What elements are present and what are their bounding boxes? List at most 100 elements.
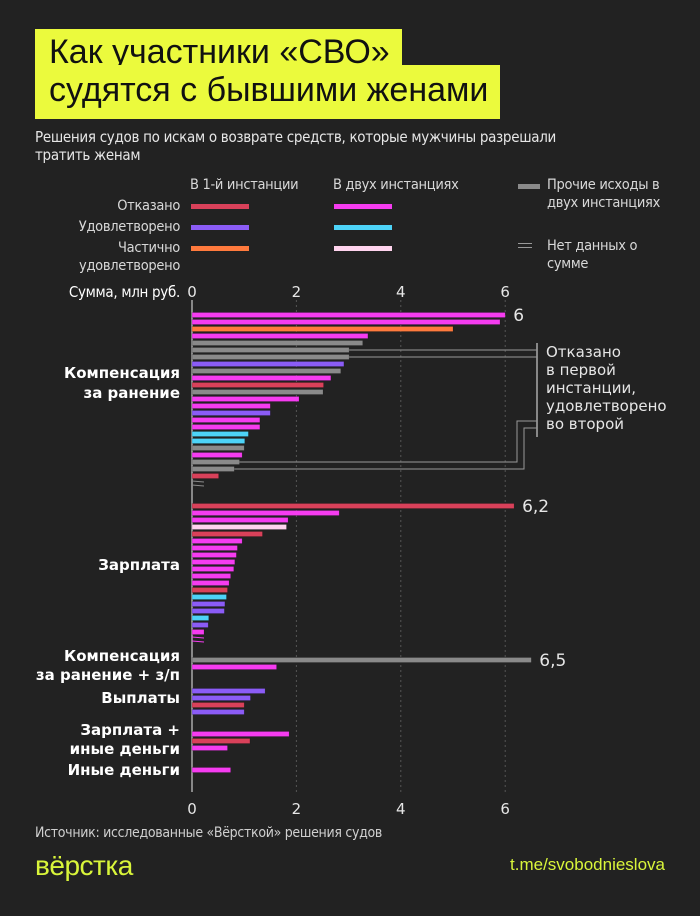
x-axis-label: Сумма, млн руб. bbox=[68, 283, 180, 301]
bar-nodata bbox=[191, 640, 205, 643]
bar bbox=[191, 629, 205, 635]
group-label: Выплаты bbox=[101, 689, 180, 707]
x-tick-bottom: 2 bbox=[292, 800, 302, 818]
legend-col-both: В двух инстанциях bbox=[333, 177, 459, 193]
bar bbox=[191, 459, 240, 465]
bar bbox=[191, 545, 238, 551]
legend-label-granted: Удовлетворено bbox=[78, 219, 181, 235]
legend-swatch-granted-both bbox=[334, 225, 392, 230]
bar bbox=[191, 552, 237, 558]
bar bbox=[191, 312, 506, 318]
x-tick-top: 6 bbox=[500, 283, 510, 301]
bar bbox=[191, 410, 271, 416]
title-line-2: судятся с бывшими женами bbox=[35, 65, 501, 119]
x-tick-top: 2 bbox=[292, 283, 302, 301]
bar bbox=[191, 622, 209, 628]
bar bbox=[191, 510, 340, 516]
bar bbox=[191, 702, 245, 708]
bar bbox=[191, 473, 219, 479]
bar bbox=[191, 417, 261, 423]
bar bbox=[191, 340, 363, 346]
bar bbox=[191, 601, 226, 607]
bar bbox=[191, 524, 287, 530]
bar bbox=[191, 326, 454, 332]
annotation-connector bbox=[234, 427, 537, 470]
bar bbox=[191, 709, 245, 715]
bar bbox=[191, 566, 235, 572]
channel-link[interactable]: t.me/svobodnieslova bbox=[510, 855, 665, 874]
bar bbox=[191, 361, 345, 367]
bar bbox=[191, 466, 235, 472]
legend-swatch-other bbox=[518, 184, 540, 189]
annotation-connector bbox=[239, 420, 537, 463]
bar bbox=[191, 608, 225, 614]
bar bbox=[191, 587, 228, 593]
group-label: Зарплата bbox=[98, 556, 180, 574]
legend-swatch-partial-first bbox=[191, 246, 249, 251]
bar bbox=[191, 580, 230, 586]
x-tick-bottom: 0 bbox=[187, 800, 197, 818]
x-tick-bottom: 6 bbox=[500, 800, 510, 818]
bar bbox=[191, 664, 277, 670]
logo: вёрстка bbox=[35, 850, 133, 881]
legend-swatch-partial-both bbox=[334, 246, 392, 251]
legend-swatch-refused-first bbox=[191, 204, 249, 209]
bar bbox=[191, 615, 209, 621]
bar bbox=[191, 688, 266, 694]
group-label: Компенсация за ранение bbox=[64, 364, 180, 402]
bar bbox=[191, 396, 300, 402]
bar bbox=[191, 347, 350, 353]
bar bbox=[191, 354, 350, 360]
bar bbox=[191, 657, 532, 663]
legend-label-nodata: Нет данных о сумме bbox=[547, 238, 638, 272]
bar bbox=[191, 333, 369, 339]
bar-nodata bbox=[191, 480, 205, 483]
legend-swatch-refused-both bbox=[334, 204, 392, 209]
bar bbox=[191, 573, 231, 579]
legend-swatch-granted-first bbox=[191, 225, 249, 230]
data-label: 6 bbox=[513, 306, 524, 326]
bar-nodata bbox=[191, 484, 205, 487]
bar bbox=[191, 403, 271, 409]
bar bbox=[191, 767, 231, 773]
bar bbox=[191, 538, 243, 544]
bar bbox=[191, 431, 249, 437]
x-tick-top: 0 bbox=[187, 283, 197, 301]
group-label: Иные деньги bbox=[68, 761, 180, 779]
source-note: Источник: исследованные «Вёрсткой» решен… bbox=[35, 825, 383, 841]
bar bbox=[191, 389, 324, 395]
bar bbox=[191, 738, 251, 744]
bar bbox=[191, 503, 515, 509]
legend-label-refused: Отказано bbox=[117, 198, 180, 214]
legend-label-partial: Частично удовлетворено bbox=[79, 240, 180, 274]
legend-nodata-icon bbox=[518, 243, 532, 248]
bar bbox=[191, 559, 236, 565]
data-label: 6,2 bbox=[522, 497, 549, 517]
legend-col-first: В 1-й инстанции bbox=[190, 177, 299, 193]
bar bbox=[191, 319, 501, 325]
legend-label-other: Прочие исходы в двух инстанциях bbox=[547, 177, 661, 211]
bar bbox=[191, 382, 324, 388]
x-tick-top: 4 bbox=[396, 283, 406, 301]
group-label: Компенсация за ранение + з/п bbox=[36, 647, 180, 684]
bar bbox=[191, 438, 245, 444]
subtitle: Решения судов по искам о возврате средст… bbox=[35, 128, 557, 164]
annotation-text: Отказано в первой инстанции, удовлетворено в… bbox=[546, 343, 667, 433]
bar-nodata bbox=[191, 636, 205, 639]
x-tick-bottom: 4 bbox=[396, 800, 406, 818]
bar bbox=[191, 745, 228, 751]
bar bbox=[191, 445, 245, 451]
bar bbox=[191, 731, 290, 737]
bar bbox=[191, 452, 243, 458]
bar bbox=[191, 424, 261, 430]
bar bbox=[191, 695, 251, 701]
bar bbox=[191, 531, 263, 537]
bar bbox=[191, 594, 227, 600]
bar bbox=[191, 375, 332, 381]
data-label: 6,5 bbox=[539, 651, 566, 671]
group-label: Зарплата + иные деньги bbox=[70, 721, 180, 758]
bar bbox=[191, 368, 342, 374]
bar bbox=[191, 517, 289, 523]
